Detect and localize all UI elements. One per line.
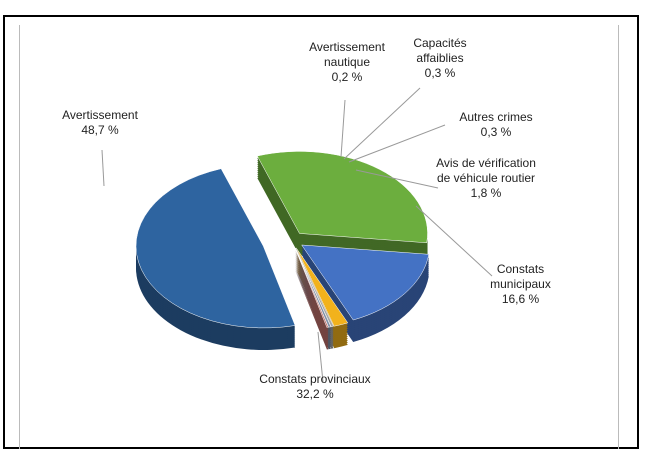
- slice: [301, 244, 430, 321]
- slice: [295, 247, 349, 327]
- slice: [135, 168, 296, 329]
- leader-line: [317, 331, 324, 383]
- data-label: Avertissement 48,7 %: [62, 108, 138, 137]
- data-label: Capacités affaiblies 0,3 %: [413, 36, 467, 80]
- data-label: Autres crimes 0,3 %: [459, 110, 533, 139]
- leader-line: [348, 124, 446, 163]
- leader-line: [415, 205, 493, 277]
- leader-line: [355, 169, 439, 189]
- data-label: Constats municipaux 16,6 %: [490, 262, 551, 306]
- leader-line: [343, 87, 421, 160]
- slice: [295, 247, 334, 328]
- pie: [135, 151, 430, 350]
- data-label: Avertissement nautique 0,2 %: [309, 40, 385, 84]
- leader-line: [340, 99, 346, 158]
- data-label: Avis de vérification de véhicule routier…: [436, 156, 536, 200]
- data-label: Constats provinciaux 32,2 %: [259, 372, 371, 401]
- slice: [294, 248, 329, 328]
- plot-area: [19, 25, 619, 449]
- leader-line: [101, 149, 105, 187]
- slice: [256, 151, 428, 244]
